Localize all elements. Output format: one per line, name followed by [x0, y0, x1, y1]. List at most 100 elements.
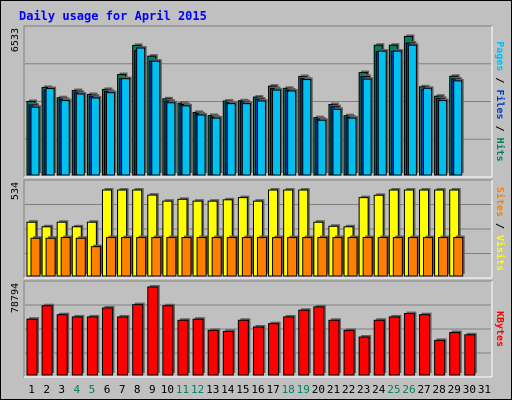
pfh-bar-pages: [196, 113, 208, 176]
kb-bar-kbytes: [403, 311, 417, 376]
sv-bar-sites: [30, 236, 42, 277]
kb-max-label: 78794: [10, 283, 21, 313]
kb-bar-kbytes: [117, 314, 130, 376]
x-tick-label: 29: [448, 383, 461, 396]
pfh-bar-pages: [241, 101, 253, 176]
kb-bar-kbytes: [388, 314, 402, 376]
kb-bar-kbytes: [177, 318, 190, 376]
pfh-bar-pages: [423, 86, 434, 176]
sv-bar-sites: [438, 235, 450, 277]
x-tick-label: 26: [402, 383, 415, 396]
sv-bar-sites: [90, 244, 103, 277]
sv-bar-sites: [256, 235, 269, 277]
sv-bar-sites: [287, 235, 299, 277]
pfh-bar-pages: [317, 118, 328, 176]
sv-bar-sites: [151, 235, 163, 277]
x-tick-label: 22: [342, 383, 355, 396]
pfh-bar-pages: [392, 49, 404, 176]
pfh-bar-pages: [121, 76, 132, 176]
pfh-bar-pages: [226, 101, 238, 176]
sv-bar-sites: [272, 235, 284, 277]
x-tick-label: 13: [206, 383, 219, 396]
x-tick-label: 23: [357, 383, 370, 396]
sv-bar-sites: [332, 235, 344, 277]
sv-bar-sites: [75, 236, 88, 277]
pfh-bar-pages: [45, 86, 57, 176]
pfh-bar-pages: [60, 98, 72, 176]
pfh-bar-pages: [75, 92, 87, 176]
x-axis-labels: 1 2 3 4 5 6 7 8 9 10 11 12 13 14 15 16 17 18 19 20 21 22 23 24 2…: [28, 383, 491, 396]
pfh-bar-pages: [151, 59, 162, 176]
kb-bar-kbytes: [237, 318, 251, 376]
x-tick-label: 14: [221, 383, 235, 396]
x-tick-label: 3: [58, 383, 65, 396]
x-tick-label: 24: [372, 383, 386, 396]
pfh-bar-pages: [377, 49, 389, 176]
x-tick-label: 21: [327, 383, 340, 396]
sv-bar-sites: [423, 235, 435, 277]
kb-bar-kbytes: [434, 338, 447, 376]
pfh-bar-pages: [362, 77, 374, 176]
pfh-bar-pages: [272, 88, 283, 176]
sv-bar-sites: [317, 235, 329, 277]
sv-bar-sites: [392, 235, 405, 277]
kb-bar-kbytes: [252, 324, 266, 376]
x-tick-label: 1: [28, 383, 35, 396]
pfh-bar-pages: [181, 103, 192, 176]
pfh-bar-pages: [453, 78, 464, 176]
x-tick-label: 30: [463, 383, 476, 396]
x-tick-label: 7: [119, 383, 126, 396]
sv-bar-sites: [241, 235, 254, 277]
x-tick-label: 11: [176, 383, 189, 396]
pfh-bar-pages: [332, 107, 343, 176]
pfh-bar-pages: [105, 90, 117, 176]
pfh-bar-pages: [302, 77, 313, 176]
sv-bar-sites: [121, 235, 133, 277]
pfh-bar-pages: [256, 99, 268, 176]
pfh-bar-pages: [136, 46, 147, 176]
kb-bar-kbytes: [26, 317, 39, 376]
kb-bar-kbytes: [449, 330, 462, 376]
kb-bar-kbytes: [222, 329, 236, 376]
pfh-bar-pages: [287, 88, 298, 176]
x-tick-label: 10: [161, 383, 174, 396]
kb-bar-kbytes: [101, 305, 115, 376]
sv-bar-sites: [60, 235, 73, 277]
kb-bar-kbytes: [86, 314, 100, 376]
kb-bar-kbytes: [373, 318, 387, 376]
sv-bar-sites: [166, 235, 178, 277]
pfh-bar-pages: [211, 116, 223, 176]
sv-bar-sites: [226, 235, 239, 277]
kb-bar-kbytes: [358, 335, 372, 376]
x-tick-label: 27: [417, 383, 430, 396]
sv-bar-sites: [302, 235, 314, 277]
kb-bar-kbytes: [464, 332, 477, 376]
x-tick-label: 25: [387, 383, 400, 396]
x-tick-label: 16: [251, 383, 264, 396]
x-tick-label: 28: [433, 383, 446, 396]
panel-sites-visits: 534 Sites / Visits: [10, 179, 506, 279]
pfh-bar-pages: [90, 95, 102, 176]
sv-bar-sites: [407, 235, 420, 277]
kb-series-label: KBytes: [494, 311, 505, 347]
pfh-bar-pages: [30, 105, 41, 176]
x-tick-label: 17: [266, 383, 279, 396]
kb-bar-kbytes: [283, 314, 296, 376]
sv-bar-sites: [181, 235, 193, 277]
pfh-bar-pages: [166, 100, 177, 176]
kb-bar-kbytes: [298, 308, 311, 376]
kb-bar-kbytes: [328, 318, 341, 376]
sv-bar-sites: [453, 235, 465, 277]
chart-title: Daily usage for April 2015: [19, 9, 207, 23]
panel-pages-files-hits: 6533 Pages / Files / Hits: [10, 25, 506, 178]
sv-bar-sites: [362, 235, 375, 277]
x-tick-label: 20: [312, 383, 325, 396]
x-tick-label: 12: [191, 383, 204, 396]
kb-bar-kbytes: [71, 314, 85, 376]
x-tick-label: 2: [43, 383, 50, 396]
kb-bar-kbytes: [268, 321, 281, 376]
sv-bar-sites: [377, 235, 390, 277]
x-tick-label: 5: [89, 383, 96, 396]
sv-max-label: 534: [10, 182, 21, 200]
sv-bar-sites: [45, 236, 58, 277]
